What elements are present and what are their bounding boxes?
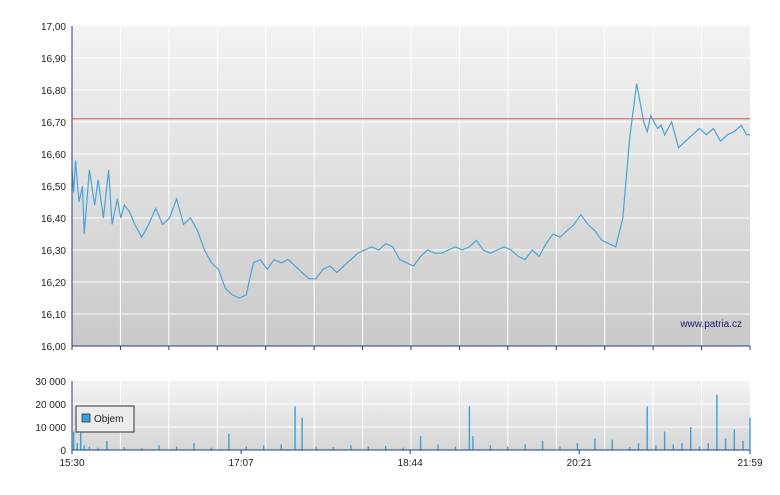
volume-bar: [663, 431, 666, 450]
volume-bar: [637, 443, 640, 450]
volume-panel: 0 10 000 20 000 30 000 15:30 17:07 18:44 20:21…: [35, 377, 763, 469]
price-y-tick-label: 16,10: [41, 310, 66, 321]
price-series-line: [71, 83, 750, 299]
volume-bar: [385, 445, 387, 450]
volume-bar: [646, 406, 648, 450]
volume-bar: [294, 406, 296, 450]
legend-label: Objem: [94, 414, 123, 425]
volume-bar: [193, 443, 195, 450]
time-axis-label: 15:30: [59, 458, 84, 469]
volume-bar: [210, 447, 213, 450]
volume-bar: [507, 446, 509, 450]
legend-swatch-icon: [81, 413, 91, 423]
volume-bar: [106, 440, 108, 450]
volume-bar: [301, 417, 303, 450]
volume-bar: [611, 439, 613, 450]
volume-bar: [245, 446, 247, 450]
time-axis-label: 20:21: [567, 458, 592, 469]
volume-bar: [80, 420, 82, 450]
volume-bar: [158, 445, 160, 450]
volume-bar: [681, 443, 683, 450]
volume-bar: [724, 438, 727, 450]
volume-bar: [83, 445, 85, 450]
price-grid: [72, 26, 750, 346]
volume-bar: [733, 429, 735, 450]
price-y-tick-label: 16,00: [41, 342, 66, 353]
time-axis-label: 18:44: [398, 458, 423, 469]
volume-bar: [367, 446, 369, 450]
price-y-tick-label: 16,60: [41, 150, 66, 161]
volume-bar: [141, 448, 143, 450]
price-x-axis-tickmarks: [71, 346, 751, 350]
volume-bar: [97, 447, 99, 450]
volume-bar: [419, 436, 422, 450]
volume-bar: [280, 444, 282, 451]
volume-bar: [263, 445, 265, 450]
volume-bar: [541, 440, 544, 450]
volume-y-tick-label: 10 000: [35, 423, 66, 434]
volume-bar: [402, 447, 404, 450]
volume-bar: [73, 431, 75, 450]
volume-bar: [576, 443, 579, 450]
price-y-tick-label: 16,90: [41, 54, 66, 65]
volume-y-axis-ticks: 0 10 000 20 000 30 000: [35, 377, 66, 457]
volume-bar: [315, 446, 317, 450]
price-y-axis-ticks: 16,00 16,10 16,20 16,30 16,40 16,50 16,60 16,70…: [41, 22, 66, 353]
volume-bar: [454, 446, 457, 450]
volume-y-tick-label: 20 000: [35, 400, 66, 411]
price-y-tick-label: 16,70: [41, 118, 66, 129]
time-axis-label: 17:07: [229, 458, 254, 469]
volume-bar: [489, 445, 491, 450]
volume-bar: [698, 446, 701, 450]
price-y-tick-label: 16,30: [41, 246, 66, 257]
price-y-tick-label: 16,50: [41, 182, 66, 193]
volume-bar: [594, 438, 596, 450]
watermark-text: www.patria.cz: [679, 319, 742, 330]
volume-bar: [690, 427, 692, 450]
volume-bar: [749, 417, 751, 450]
volume-bar: [472, 436, 474, 450]
volume-grid: [72, 381, 750, 450]
price-y-tick-label: 16,40: [41, 214, 66, 225]
volume-bar: [228, 433, 230, 450]
time-axis-labels: 15:30 17:07 18:44 20:21 21:59: [59, 450, 763, 469]
volume-y-tick-label: 0: [60, 446, 66, 457]
volume-bar: [629, 447, 631, 450]
volume-legend: Objem: [75, 405, 135, 433]
volume-bar: [437, 444, 439, 451]
volume-bar: [742, 440, 744, 450]
volume-bar: [707, 443, 709, 450]
time-axis-label: 21:59: [737, 458, 762, 469]
volume-bar: [350, 445, 352, 450]
volume-bar: [672, 444, 674, 451]
price-y-tick-label: 17,00: [41, 22, 66, 33]
volume-bar: [468, 406, 471, 450]
volume-bar: [655, 445, 657, 450]
volume-bar: [332, 447, 335, 450]
price-y-tick-label: 16,20: [41, 278, 66, 289]
volume-bar: [123, 447, 125, 450]
price-panel: 16,00 16,10 16,20 16,30 16,40 16,50 16,60 16,70…: [41, 22, 751, 353]
volume-bar: [175, 446, 178, 450]
volume-bars: [73, 394, 751, 451]
volume-y-tick-label: 30 000: [35, 377, 66, 388]
volume-bar: [76, 443, 78, 450]
volume-bar: [716, 394, 718, 450]
volume-bar: [559, 446, 561, 450]
price-y-tick-label: 16,80: [41, 86, 66, 97]
volume-bar: [524, 444, 526, 451]
volume-bar: [88, 446, 91, 450]
